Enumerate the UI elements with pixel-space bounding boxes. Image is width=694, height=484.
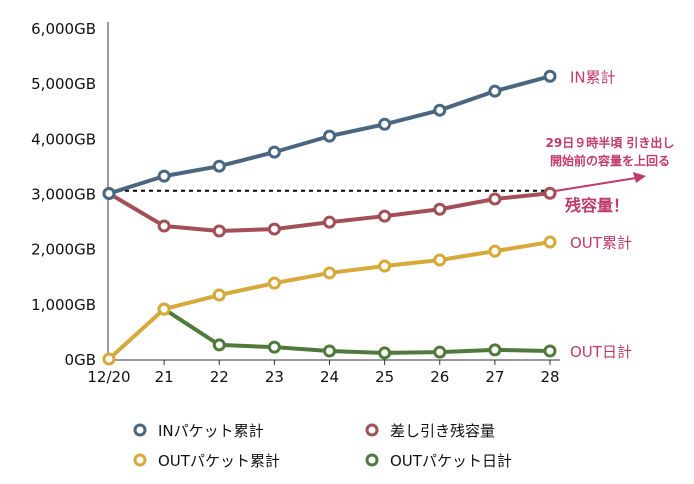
annotation: 29日９時半頃 引き出し 開始前の容量を上回る 残容量！ bbox=[546, 135, 675, 215]
data-point bbox=[323, 129, 336, 143]
y-tick-label: 2,000GB bbox=[31, 241, 96, 259]
series-line bbox=[107, 240, 551, 361]
series-end-label: IN累計 bbox=[570, 68, 616, 86]
data-point bbox=[433, 103, 447, 117]
legend-label: OUTパケット累計 bbox=[158, 452, 280, 470]
y-tick-label: 5,000GB bbox=[31, 75, 96, 93]
data-point bbox=[323, 215, 336, 229]
x-tick-label: 26 bbox=[430, 368, 449, 386]
data-point bbox=[543, 235, 557, 249]
y-tick-label: 4,000GB bbox=[31, 130, 96, 148]
series-0 bbox=[102, 69, 557, 200]
data-point bbox=[433, 345, 447, 359]
data-point bbox=[102, 187, 116, 200]
remaining-capacity-label: 残容量！ bbox=[565, 196, 629, 215]
legend-item: OUTパケット累計 bbox=[133, 452, 280, 470]
x-tick-label: 27 bbox=[485, 368, 504, 386]
legend: INパケット累計 差し引き残容量 OUTパケット累計 OUTパケット日計 bbox=[133, 422, 512, 470]
legend-marker bbox=[365, 423, 379, 437]
y-tick-label: 6,000GB bbox=[31, 20, 96, 38]
data-point bbox=[212, 288, 226, 302]
series-line bbox=[163, 307, 551, 355]
x-tick-label: 28 bbox=[540, 368, 559, 386]
y-tick-label: 0GB bbox=[65, 351, 96, 369]
data-point bbox=[378, 346, 392, 360]
data-point bbox=[378, 209, 392, 223]
legend-label: 差し引き残容量 bbox=[390, 422, 495, 440]
x-tick-label: 23 bbox=[265, 368, 284, 386]
legend-marker bbox=[365, 453, 379, 467]
data-point bbox=[488, 244, 502, 258]
data-point bbox=[543, 69, 557, 83]
legend-marker bbox=[133, 453, 147, 467]
y-tick-label: 3,000GB bbox=[31, 186, 96, 204]
data-point bbox=[267, 222, 281, 236]
arrow-head bbox=[633, 172, 646, 183]
data-point bbox=[323, 266, 336, 280]
data-point bbox=[102, 352, 116, 366]
annotation-text-line2: 開始前の容量を上回る bbox=[550, 153, 670, 168]
data-point bbox=[212, 159, 226, 173]
x-tick-label: 12/20 bbox=[87, 368, 130, 386]
data-point bbox=[212, 224, 226, 238]
data-point bbox=[488, 84, 502, 98]
data-point bbox=[267, 276, 281, 290]
legend-marker bbox=[133, 423, 147, 437]
series-1 bbox=[102, 186, 557, 238]
series-2 bbox=[102, 235, 557, 366]
data-point bbox=[212, 338, 226, 352]
data-point bbox=[488, 192, 502, 206]
series-3 bbox=[157, 302, 557, 360]
data-point bbox=[543, 186, 557, 200]
data-point bbox=[543, 344, 557, 358]
data-point bbox=[157, 169, 171, 183]
x-tick-label: 24 bbox=[320, 368, 339, 386]
annotation-arrow bbox=[554, 177, 637, 192]
legend-item: INパケット累計 bbox=[133, 422, 264, 440]
data-point bbox=[323, 344, 336, 358]
series-end-label: OUT日計 bbox=[570, 343, 632, 361]
data-point bbox=[488, 343, 502, 357]
legend-item: OUTパケット日計 bbox=[365, 452, 512, 470]
data-point bbox=[157, 219, 171, 233]
y-tick-label: 1,000GB bbox=[31, 296, 96, 314]
legend-label: OUTパケット日計 bbox=[390, 452, 512, 470]
annotation-text-line1: 29日９時半頃 引き出し bbox=[546, 135, 675, 150]
data-point bbox=[267, 340, 281, 354]
data-point bbox=[433, 202, 447, 216]
data-point bbox=[157, 302, 171, 316]
legend-item: 差し引き残容量 bbox=[365, 422, 495, 440]
x-tick-label: 25 bbox=[375, 368, 394, 386]
data-point bbox=[267, 145, 281, 159]
series-end-label: OUT累計 bbox=[570, 234, 632, 252]
data-point bbox=[378, 117, 392, 131]
data-point bbox=[433, 253, 447, 267]
data-point bbox=[378, 259, 392, 273]
x-tick-label: 21 bbox=[155, 368, 174, 386]
legend-label: INパケット累計 bbox=[158, 422, 264, 440]
x-tick-label: 22 bbox=[210, 368, 229, 386]
